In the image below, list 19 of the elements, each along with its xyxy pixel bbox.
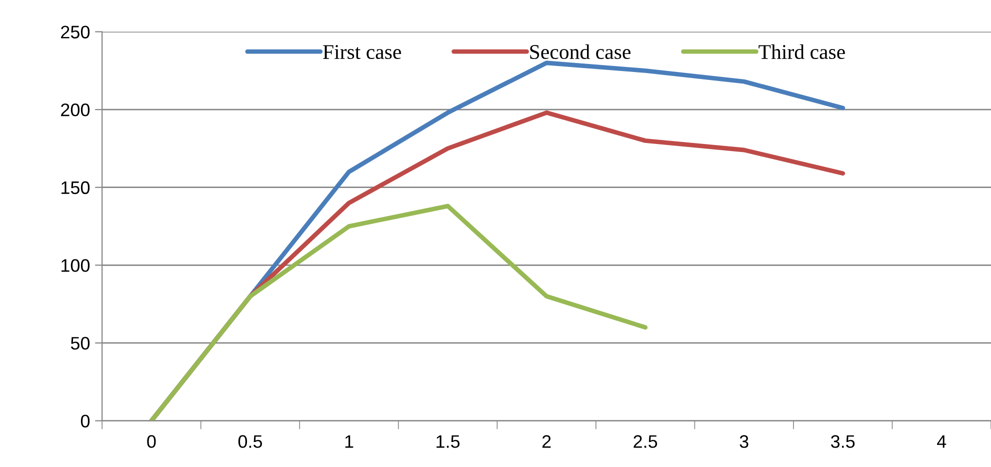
y-tick-label: 100 (62, 259, 90, 272)
y-tick-label: 250 (61, 26, 90, 38)
x-tick-label: 0 (147, 435, 156, 448)
y-tick-label: 50 (70, 336, 90, 350)
x-tick-label: 4 (937, 435, 946, 448)
legend-label: Second case (530, 44, 630, 60)
x-tick-label: 1.5 (436, 435, 460, 448)
x-tick-label: 2.5 (634, 435, 658, 448)
x-tick-label: 3.5 (830, 435, 855, 448)
y-tick-label: 150 (62, 181, 90, 194)
x-tick-label: 3 (740, 435, 748, 448)
legend-label: Third case (758, 44, 845, 60)
y-tick-label: 200 (61, 103, 90, 116)
legend-label: First case (323, 45, 401, 60)
y-tick-label: 0 (80, 414, 90, 428)
line-series (149, 204, 648, 421)
x-tick-label: 0.5 (238, 435, 262, 448)
x-tick-label: 2 (542, 435, 551, 448)
x-tick-label: 1 (345, 435, 354, 448)
